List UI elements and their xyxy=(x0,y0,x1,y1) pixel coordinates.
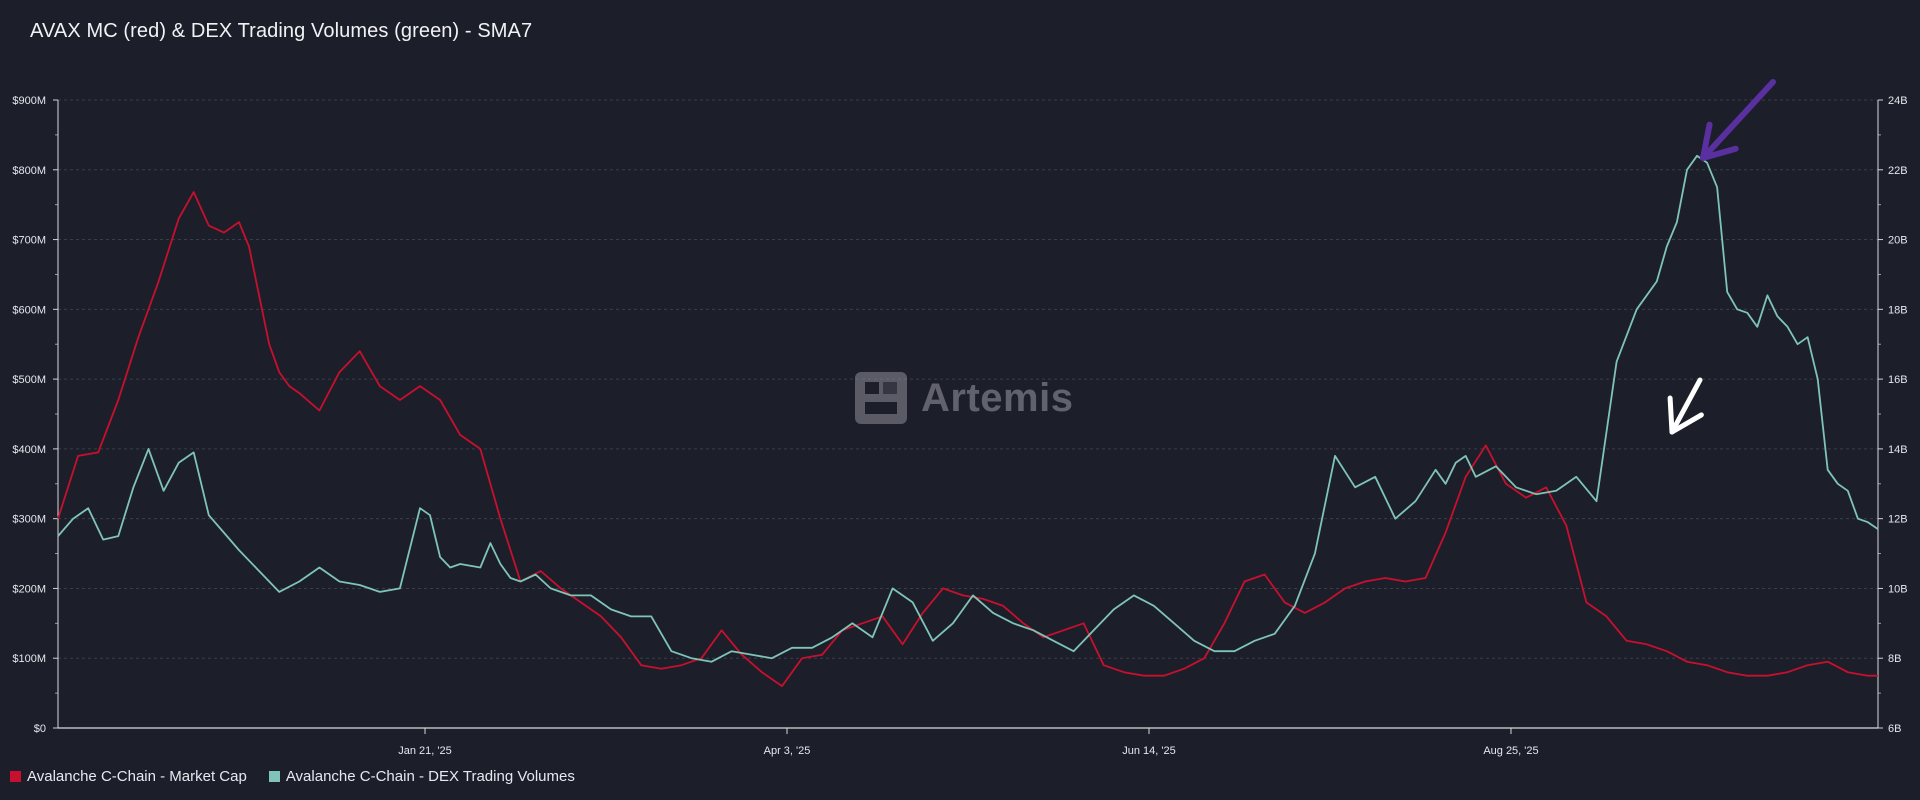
y-axis-left: $0 $100M $200M $300M $400M $500M $600M $700M $80… xyxy=(12,95,59,735)
annotations xyxy=(1667,79,1776,435)
artemis-watermark: Artemis xyxy=(855,372,1073,424)
y-right-tick-label: 10B xyxy=(1888,583,1908,595)
series-line-market-cap xyxy=(57,191,1878,687)
series-line-dex-volume xyxy=(57,154,1879,663)
y-left-tick-label: $400M xyxy=(12,444,46,456)
y-left-tick-label: $600M xyxy=(12,304,46,316)
y-left-tick-label: $0 xyxy=(34,723,46,735)
y-right-tick-label: 14B xyxy=(1888,444,1908,456)
legend: Avalanche C-Chain - Market Cap Avalanche… xyxy=(10,768,575,785)
y-left-tick-label: $800M xyxy=(12,165,46,177)
legend-swatch-market-cap xyxy=(10,771,21,782)
y-right-tick-label: 20B xyxy=(1888,235,1908,247)
white-arrow-icon-head xyxy=(1667,395,1704,435)
y-left-tick-label: $500M xyxy=(12,374,46,386)
series-lines xyxy=(57,154,1879,687)
x-tick-label: Aug 25, '25 xyxy=(1483,745,1538,757)
y-left-tick-label: $700M xyxy=(12,235,46,247)
artemis-logo-icon xyxy=(855,372,907,424)
x-tick-label: Apr 3, '25 xyxy=(764,745,811,757)
purple-arrow-icon xyxy=(1700,79,1776,161)
legend-item-market-cap[interactable]: Avalanche C-Chain - Market Cap xyxy=(10,768,247,785)
purple-arrow-icon-head xyxy=(1700,121,1739,161)
y-right-tick-label: 6B xyxy=(1888,723,1901,735)
y-right-tick-label: 22B xyxy=(1888,165,1908,177)
y-axis-right: 6B 8B 10B 12B 14B 16B 18B 20B 22B 24B xyxy=(1877,95,1908,735)
y-right-tick-label: 12B xyxy=(1888,514,1908,526)
x-axis: Jan 21, '25 Apr 3, '25 Jun 14, '25 Aug 25, … xyxy=(58,727,1878,757)
y-left-tick-label: $300M xyxy=(12,514,46,526)
legend-item-dex-volume[interactable]: Avalanche C-Chain - DEX Trading Volumes xyxy=(268,768,575,785)
y-left-tick-label: $200M xyxy=(12,583,46,595)
x-tick-label: Jan 21, '25 xyxy=(398,745,451,757)
x-tick-label: Jun 14, '25 xyxy=(1122,745,1175,757)
y-right-tick-label: 8B xyxy=(1888,653,1901,665)
purple-arrow-icon-shaft xyxy=(1700,79,1776,161)
watermark-text: Artemis xyxy=(921,375,1074,420)
chart-title: AVAX MC (red) & DEX Trading Volumes (gre… xyxy=(30,20,533,42)
y-right-tick-label: 16B xyxy=(1888,374,1908,386)
y-right-tick-label: 18B xyxy=(1888,304,1908,316)
legend-swatch-dex-volume xyxy=(268,771,280,782)
white-arrow-icon xyxy=(1667,377,1704,435)
legend-label-market-cap: Avalanche C-Chain - Market Cap xyxy=(27,768,247,785)
white-arrow-icon-shaft xyxy=(1669,377,1703,435)
chart-canvas: $0 $100M $200M $300M $400M $500M $600M $700M $80… xyxy=(12,79,1908,757)
y-right-tick-label: 24B xyxy=(1888,95,1908,107)
y-left-tick-label: $100M xyxy=(12,653,46,665)
y-left-tick-label: $900M xyxy=(12,95,46,107)
legend-label-dex-volume: Avalanche C-Chain - DEX Trading Volumes xyxy=(285,768,575,785)
